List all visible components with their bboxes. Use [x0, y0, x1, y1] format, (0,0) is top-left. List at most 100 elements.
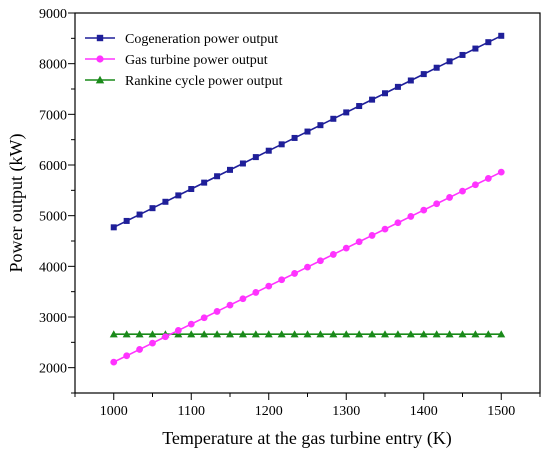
triangle-marker [355, 330, 364, 338]
circle-marker [368, 232, 376, 239]
y-tick-label: 7000 [39, 108, 67, 123]
circle-marker [265, 282, 273, 290]
triangle-marker [213, 330, 222, 338]
triangle-marker [393, 330, 402, 338]
circle-marker [149, 339, 156, 347]
circle-marker [484, 175, 492, 182]
legend-label: Gas turbine power output [125, 53, 268, 68]
circle-marker [394, 219, 402, 227]
circle-marker [420, 206, 428, 214]
triangle-marker [95, 75, 105, 84]
x-tick-label: 1100 [178, 404, 205, 419]
series-circle [110, 168, 505, 366]
circle-marker [96, 55, 104, 63]
y-tick-label: 4000 [39, 260, 67, 275]
triangle-marker [342, 330, 351, 338]
circle-marker [174, 327, 182, 334]
square-marker [252, 154, 259, 161]
square-marker [369, 96, 376, 103]
triangle-marker [238, 330, 247, 338]
triangle-marker [419, 330, 428, 338]
square-marker [239, 160, 246, 167]
circle-marker [213, 308, 221, 315]
triangle-marker [187, 330, 196, 338]
legend-label: Rankine cycle power output [125, 74, 283, 89]
square-marker [188, 186, 195, 193]
triangle-marker [484, 330, 493, 338]
circle-marker [381, 225, 389, 233]
square-marker [382, 90, 388, 97]
circle-marker [162, 333, 169, 341]
square-marker [407, 77, 414, 84]
square-marker [420, 71, 427, 78]
y-axis-ticks: 2000 3000 4000 5000 6000 7000 8000 9000 [39, 7, 75, 394]
circle-marker [187, 320, 195, 328]
triangle-marker [251, 330, 260, 338]
triangle-marker [497, 330, 506, 338]
square-marker [291, 134, 298, 141]
x-tick-label: 1200 [255, 404, 283, 419]
triangle-marker [109, 330, 118, 338]
series-square [110, 32, 505, 231]
x-tick-label: 1000 [100, 404, 128, 419]
y-axis-title: Power output (kW) [6, 134, 27, 273]
x-tick-label: 1400 [410, 404, 438, 419]
square-marker [459, 51, 466, 58]
square-marker [446, 58, 453, 65]
x-axis-ticks: 1000 1100 1200 1300 1400 1500 [74, 393, 541, 419]
square-marker [498, 32, 505, 39]
square-marker [343, 109, 350, 116]
circle-marker [239, 295, 247, 303]
triangle-marker [316, 330, 325, 338]
square-marker [265, 147, 272, 154]
square-marker [201, 179, 208, 186]
square-marker [356, 103, 363, 110]
circle-marker [136, 346, 143, 353]
y-tick-label: 9000 [39, 7, 67, 22]
square-marker [304, 128, 311, 135]
circle-marker [497, 168, 505, 176]
circle-marker [226, 301, 234, 309]
circle-marker [459, 187, 466, 195]
triangle-marker [445, 330, 454, 338]
square-marker [278, 141, 285, 148]
circle-marker [200, 314, 208, 322]
square-marker [175, 192, 182, 199]
circle-marker [304, 263, 311, 271]
triangle-marker [277, 330, 286, 338]
circle-marker [342, 244, 350, 252]
square-marker [485, 39, 492, 46]
triangle-marker [226, 330, 234, 338]
y-tick-label: 8000 [39, 58, 67, 73]
y-tick-label: 6000 [39, 159, 67, 174]
circle-marker [472, 181, 479, 189]
square-marker [123, 217, 130, 224]
triangle-marker [406, 330, 415, 338]
square-marker [96, 34, 104, 42]
triangle-marker [122, 330, 131, 338]
series-layer [109, 32, 506, 366]
triangle-marker [329, 330, 338, 338]
square-marker [162, 198, 169, 205]
square-marker [214, 173, 221, 180]
square-marker [227, 166, 233, 173]
square-marker [136, 211, 143, 218]
x-axis-title: Temperature at the gas turbine entry (K) [162, 428, 452, 449]
triangle-marker [471, 330, 480, 338]
triangle-marker [200, 330, 209, 338]
circle-marker [123, 352, 131, 360]
y-tick-label: 5000 [39, 210, 67, 225]
triangle-marker [290, 330, 299, 338]
square-marker [433, 64, 440, 71]
triangle-marker [303, 330, 312, 338]
square-marker [472, 45, 479, 52]
circle-marker [407, 213, 415, 220]
square-marker [110, 224, 117, 231]
triangle-marker [381, 330, 389, 338]
circle-marker [355, 238, 363, 246]
plot-area [74, 12, 541, 394]
square-marker [149, 205, 156, 212]
square-marker [394, 83, 401, 90]
y-tick-label: 2000 [39, 362, 67, 377]
